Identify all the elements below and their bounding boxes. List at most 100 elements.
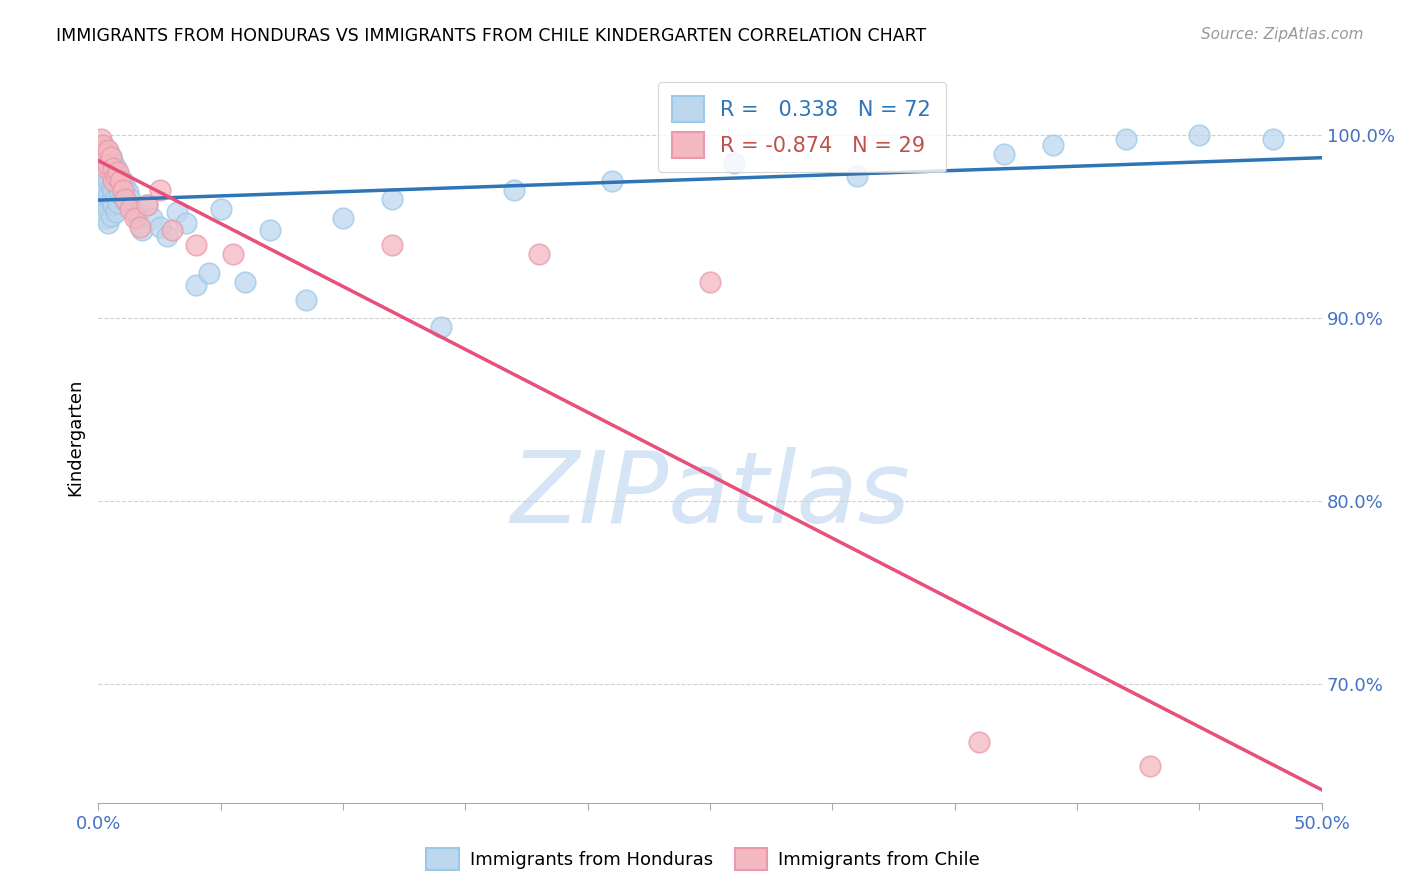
Point [97,146,120,161]
Y-axis label: Kindergarten: Kindergarten [66,378,84,496]
Point [209,202,232,216]
Point [114,179,136,194]
Point [94,211,117,225]
Point [100,179,122,194]
Point [197,265,219,279]
Point [107,196,129,211]
Point [90,143,112,157]
Point [97,174,120,188]
Point [90,161,112,176]
Point [993,146,1015,161]
Point [97,143,120,157]
Point [111,188,134,202]
Point [110,186,132,201]
Point [1115,132,1137,146]
Point [100,165,122,179]
Point [114,194,136,209]
Point [94,169,117,183]
Point [91,150,114,164]
Point [503,183,526,197]
Point [104,205,127,219]
Point [131,223,153,237]
Point [110,172,132,186]
Point [295,293,318,307]
Text: Source: ZipAtlas.com: Source: ZipAtlas.com [1201,27,1364,42]
Point [381,238,404,252]
Point [100,150,122,164]
Legend: R =   0.338   N = 72, R = -0.874   N = 29: R = 0.338 N = 72, R = -0.874 N = 29 [658,82,946,172]
Point [176,216,198,230]
Point [90,174,112,188]
Point [101,170,124,185]
Point [110,174,132,188]
Point [156,228,179,243]
Point [100,150,122,164]
Text: IMMIGRANTS FROM HONDURAS VS IMMIGRANTS FROM CHILE KINDERGARTEN CORRELATION CHART: IMMIGRANTS FROM HONDURAS VS IMMIGRANTS F… [56,27,927,45]
Point [90,132,112,146]
Point [97,188,120,202]
Point [136,198,159,212]
Point [97,161,120,176]
Point [101,183,124,197]
Point [845,169,868,183]
Point [1261,132,1284,146]
Point [222,247,245,261]
Point [104,190,127,204]
Point [101,161,124,176]
Point [101,198,124,212]
Point [97,202,120,216]
Point [600,174,623,188]
Point [107,165,129,179]
Point [91,150,114,164]
Point [100,194,122,209]
Point [91,179,114,194]
Point [120,192,142,206]
Point [117,185,139,199]
Point [149,219,172,234]
Point [94,143,117,157]
Point [104,176,127,190]
Point [104,161,127,176]
Point [91,165,114,179]
Point [94,155,117,169]
Point [381,192,404,206]
Point [121,202,143,216]
Point [141,211,163,225]
Point [94,198,117,212]
Point [160,223,183,237]
Point [107,181,129,195]
Point [94,161,117,176]
Point [91,137,114,152]
Point [186,278,208,293]
Point [120,202,142,216]
Point [967,735,990,749]
Point [97,216,120,230]
Point [97,158,120,172]
Text: ZIPatlas: ZIPatlas [510,447,910,544]
Legend: Immigrants from Honduras, Immigrants from Chile: Immigrants from Honduras, Immigrants fro… [419,840,987,877]
Point [124,205,146,219]
Point [107,167,129,181]
Point [111,174,134,188]
Point [104,169,127,183]
Point [101,174,124,188]
Point [1188,128,1211,143]
Point [127,211,149,225]
Point [94,183,117,197]
Point [91,137,114,152]
Point [111,183,134,197]
Point [149,183,172,197]
Point [101,155,124,169]
Point [430,320,453,334]
Point [114,192,136,206]
Point [259,223,281,237]
Point [124,211,146,225]
Point [332,211,354,225]
Point [699,275,721,289]
Point [233,275,256,289]
Point [100,209,122,223]
Point [94,146,117,161]
Point [186,238,208,252]
Point [129,219,152,234]
Point [1139,759,1161,773]
